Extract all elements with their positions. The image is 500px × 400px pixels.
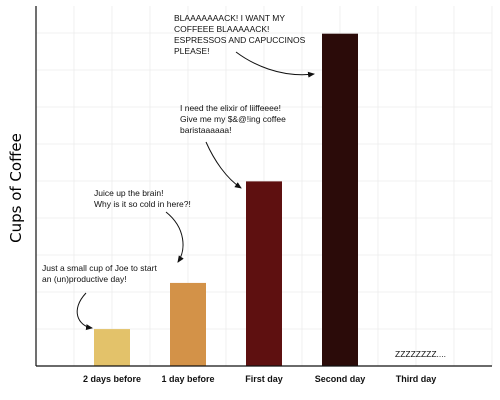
annotation-line: Why is it so cold in here?! (94, 199, 191, 209)
annotation-2: Juice up the brain!Why is it so cold in … (94, 188, 191, 209)
annotation-line: ZZZZZZZZ.... (395, 349, 446, 359)
annotation-3: I need the elixir of liiffeeee!Give me m… (180, 103, 286, 135)
annotation-arrow (76, 292, 93, 331)
y-axis-label: Cups of Coffee (7, 133, 25, 243)
annotation-line: I need the elixir of liiffeeee! (180, 103, 281, 113)
annotation-line: PLEASE! (174, 46, 209, 56)
annotation-5: ZZZZZZZZ.... (395, 349, 446, 359)
x-tick-label: 2 days before (83, 374, 141, 384)
annotation-arrow (205, 141, 242, 189)
bar-4 (322, 33, 358, 366)
bar-1 (94, 329, 130, 366)
annotation-arrow (165, 211, 184, 263)
bar-2 (170, 282, 206, 366)
x-tick-label: First day (245, 374, 283, 384)
annotation-line: Give me my $&@!ing coffee (180, 114, 286, 124)
annotation-arrows (76, 51, 315, 331)
annotation-line: Just a small cup of Joe to start (42, 263, 157, 273)
annotation-line: BLAAAAAAACK! I WANT MY (174, 13, 285, 23)
annotation-line: baristaaaaaa! (180, 125, 232, 135)
x-tick-label: 1 day before (161, 374, 214, 384)
annotation-line: an (un)productive day! (42, 274, 127, 284)
x-tick-label: Third day (396, 374, 437, 384)
annotation-arrow (235, 51, 315, 78)
x-tick-labels: 2 days before 1 day before First day Second… (83, 374, 436, 384)
bar-3 (246, 181, 282, 366)
x-tick-label: Second day (315, 374, 366, 384)
annotation-line: COFFEEE BLAAAAACK! (174, 24, 269, 34)
annotation-line: ESPRESSOS AND CAPUCCINOS (174, 35, 306, 45)
annotation-line: Juice up the brain! (94, 188, 163, 198)
axes (35, 6, 492, 367)
bars (94, 33, 358, 366)
